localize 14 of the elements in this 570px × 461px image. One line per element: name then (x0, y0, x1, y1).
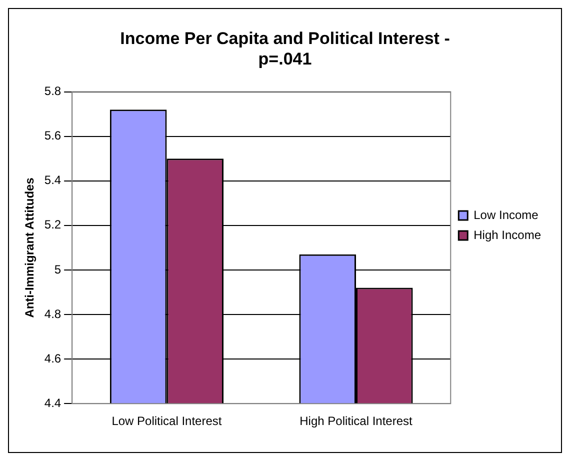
legend-label: High Income (474, 228, 542, 242)
y-tick-label: 5.8 (44, 84, 62, 98)
y-tick-label: 5.2 (44, 218, 62, 232)
y-axis-title: Anti-Immigrant Attitudes (22, 177, 37, 318)
legend-label: Low Income (474, 208, 539, 222)
y-tick-label: 5.6 (44, 128, 62, 143)
y-tick-label: 5.4 (44, 173, 62, 188)
y-tick-label: 4.6 (44, 351, 62, 366)
y-tick-label: 4.4 (44, 396, 62, 410)
x-tick-label: Low Political Interest (112, 414, 222, 428)
y-tick-label: 4.8 (44, 306, 62, 321)
chart-title: Income Per Capita and Political Interest - p=.041 (120, 28, 450, 68)
x-tick-label: High Political Interest (300, 414, 414, 428)
y-tick-label: 5 (54, 262, 62, 276)
